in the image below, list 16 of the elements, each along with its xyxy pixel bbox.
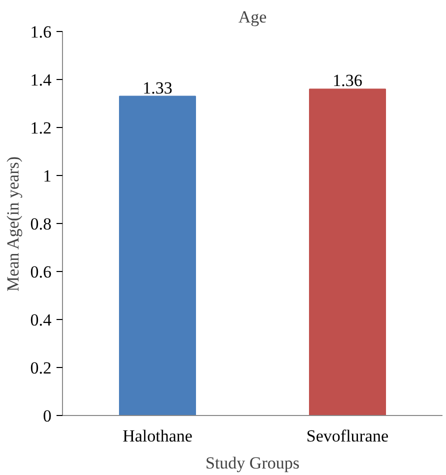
data-label: 1.36 [332,71,362,90]
chart-title: Age [238,8,267,26]
x-axis-title: Study Groups [206,454,300,472]
y-tick-label: 0 [43,406,52,426]
y-tick-label: 1.6 [30,22,52,42]
x-tick-label: Halothane [122,426,192,446]
y-tick-label: 0.6 [30,262,52,282]
x-tick-label: Sevoflurane [306,426,389,446]
y-tick-label: 0.2 [30,358,52,378]
y-tick-label: 1.2 [30,118,52,138]
y-tick-label: 0.4 [30,310,52,330]
y-tick-label: 0.8 [30,214,52,234]
y-axis-title: Mean Age(in years) [3,156,22,292]
data-label: 1.33 [142,78,172,98]
y-tick-label: 1.4 [30,70,52,90]
y-tick-label: 1 [43,166,52,186]
